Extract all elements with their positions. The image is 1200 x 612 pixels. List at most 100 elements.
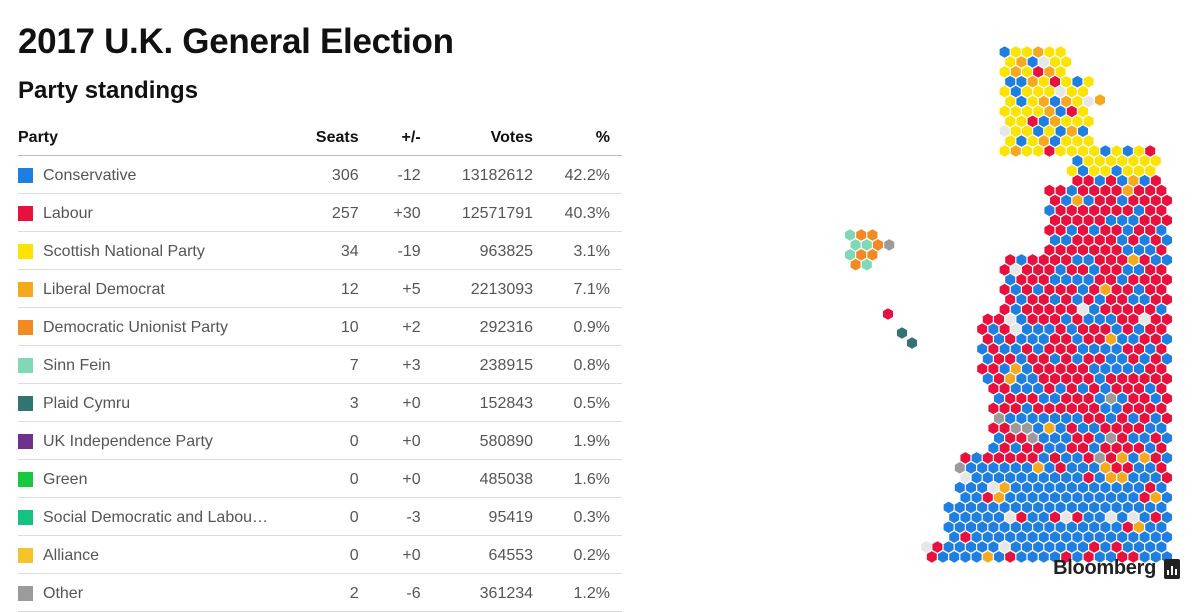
constituency-hex [1016, 254, 1027, 266]
constituency-hex [1050, 471, 1060, 484]
constituency-hex [1100, 244, 1111, 256]
constituency-hex [1128, 333, 1139, 345]
constituency-hex [1050, 392, 1060, 405]
constituency-hex [1033, 283, 1044, 296]
constituency-hex [1128, 273, 1139, 286]
constituency-hex [1111, 422, 1122, 434]
constituency-hex [861, 258, 872, 271]
constituency-hex [1038, 353, 1049, 365]
constituency-hex [1016, 273, 1027, 286]
constituency-hex [1055, 402, 1066, 415]
constituency-hex [943, 501, 954, 514]
constituency-hex [1139, 471, 1150, 484]
constituency-hex [1010, 323, 1021, 335]
constituency-hex [938, 551, 948, 563]
constituency-hex [1089, 204, 1100, 217]
constituency-hex [1150, 372, 1161, 385]
constituency-hex [1033, 442, 1044, 454]
constituency-hex [1044, 283, 1055, 296]
constituency-hex [1094, 412, 1105, 425]
constituency-hex [1078, 402, 1088, 415]
constituency-hex [1106, 174, 1116, 187]
constituency-hex [977, 343, 988, 355]
seats-cell: 0 [303, 497, 371, 536]
constituency-hex [1027, 471, 1038, 484]
party-cell: Democratic Unionist Party [18, 307, 304, 346]
constituency-hex [1027, 56, 1038, 68]
constituency-hex [1066, 224, 1077, 236]
constituency-hex [999, 323, 1010, 335]
constituency-hex [1078, 541, 1088, 553]
constituency-hex [1061, 372, 1072, 385]
constituency-hex [1072, 392, 1083, 405]
constituency-hex [1044, 521, 1055, 533]
seats-cell: 0 [303, 535, 371, 574]
constituency-hex [1117, 412, 1128, 425]
constituency-hex [1005, 452, 1016, 464]
seats-cell: 3 [303, 383, 371, 422]
constituency-hex [1066, 481, 1077, 494]
constituency-hex [1162, 432, 1172, 444]
constituency-hex [1038, 372, 1049, 385]
constituency-hex [1083, 155, 1094, 167]
constituency-hex [1072, 174, 1083, 187]
constituency-hex [1145, 303, 1156, 316]
constituency-hex [1150, 551, 1161, 563]
constituency-hex [971, 511, 982, 524]
constituency-hex [1033, 402, 1044, 415]
constituency-hex [1022, 541, 1032, 553]
constituency-hex [884, 239, 895, 251]
seats-cell: 257 [303, 193, 371, 232]
constituency-hex [1005, 254, 1016, 266]
constituency-hex [1094, 273, 1105, 286]
constituency-hex [1066, 541, 1077, 553]
constituency-hex [1134, 422, 1144, 434]
constituency-hex [960, 452, 971, 464]
constituency-hex [1010, 521, 1021, 533]
constituency-hex [1145, 462, 1156, 474]
constituency-hex [1005, 392, 1016, 405]
constituency-hex [1044, 363, 1055, 375]
constituency-hex [1122, 224, 1133, 236]
constituency-hex [1022, 343, 1032, 355]
constituency-hex [1139, 511, 1150, 524]
constituency-hex [1061, 313, 1072, 326]
constituency-hex [1033, 481, 1044, 494]
constituency-hex [1055, 541, 1066, 553]
party-name: Sinn Fein [43, 356, 111, 374]
constituency-hex [982, 372, 993, 385]
constituency-hex [1044, 244, 1055, 256]
party-name: Alliance [43, 546, 100, 564]
constituency-hex [1083, 551, 1094, 563]
constituency-hex [1111, 184, 1122, 197]
change-cell: +0 [370, 421, 433, 460]
party-color-swatch [18, 510, 33, 525]
constituency-hex [1061, 135, 1072, 147]
constituency-hex [1128, 392, 1139, 405]
constituency-hex [1083, 293, 1094, 306]
party-cell: Scottish National Party [18, 231, 304, 270]
constituency-hex [966, 541, 976, 553]
constituency-hex [1094, 293, 1105, 306]
constituency-hex [1150, 531, 1161, 543]
constituency-hex [1044, 382, 1055, 395]
constituency-hex [1122, 501, 1133, 514]
percent-cell: 1.2% [545, 573, 622, 612]
constituency-hex [1078, 105, 1088, 118]
constituency-hex [1016, 372, 1027, 385]
constituency-hex [1055, 85, 1066, 98]
constituency-hex [1111, 244, 1122, 256]
constituency-hex [1117, 511, 1128, 524]
constituency-hex [1122, 184, 1133, 197]
constituency-hex [1083, 95, 1094, 108]
party-name: Social Democratic and Labou… [43, 508, 269, 526]
constituency-hex [1083, 452, 1094, 464]
party-color-swatch [18, 282, 33, 297]
change-cell: -3 [370, 497, 433, 536]
constituency-hex [988, 501, 999, 514]
constituency-hex [1106, 254, 1116, 266]
constituency-hex [1050, 511, 1060, 524]
constituency-hex [999, 343, 1010, 355]
constituency-hex [897, 327, 907, 339]
constituency-hex [1072, 491, 1083, 504]
